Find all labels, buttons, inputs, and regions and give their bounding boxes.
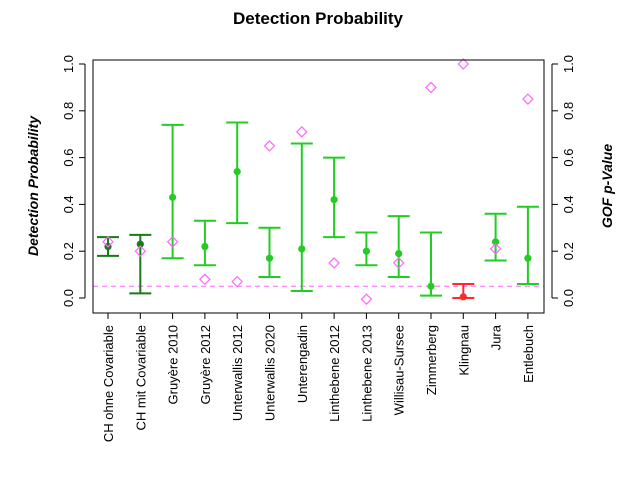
x-category-label: Unterwallis 2020 [263,325,278,421]
right-tick-label: 0.4 [561,195,576,213]
x-category-label: Linthebene 2013 [359,325,374,422]
estimate-point [169,193,177,201]
right-tick-label: 0.0 [561,289,576,307]
right-y-axis: 0.0 0.2 0.4 0.6 0.8 1.0 [551,55,576,307]
error-bar [452,282,475,301]
estimate-point [395,249,403,258]
estimate-point [362,247,370,255]
gof-point-layer [102,58,534,306]
x-category-label: Jura [489,324,504,350]
x-category-label: Linthebene 2012 [327,325,342,422]
gof-diamond [457,58,470,70]
right-tick-label: 0.8 [561,102,576,120]
estimate-point [136,240,144,248]
x-category-label: Unterengadin [295,325,310,403]
y-axis-label: Detection Probability [25,115,41,256]
gof-diamond [199,273,211,286]
x-category-label: Zimmerberg [424,325,439,395]
error-bar [129,233,152,295]
estimate-point [201,242,209,251]
error-bar [161,123,184,260]
estimate-point [459,293,467,301]
gof-diamond [231,275,244,288]
chart-title: Detection Probability [233,9,404,28]
x-category-label: Gruyère 2010 [166,325,181,405]
gof-diamond [522,93,534,105]
gof-diamond [102,235,114,248]
right-tick-label: 0.6 [561,149,576,167]
left-tick-label: 1.0 [61,55,76,73]
estimate-point [298,245,306,253]
gof-diamond [263,140,276,152]
x-axis: CH ohne Covariable CH mit Covariable Gruyè… [101,313,536,442]
error-bar [355,231,378,267]
x-category-label: Unterwallis 2012 [230,325,245,421]
right-tick-label: 1.0 [561,55,576,73]
x-category-label: Klingnau [456,325,471,376]
gof-diamond [360,293,373,306]
confidence-interval-layer [97,121,539,301]
x-category-label: Willisau-Sursee [392,325,407,415]
error-bar [516,205,539,285]
gof-diamond [392,257,405,269]
error-bar [387,215,410,278]
plot-area-frame [92,59,545,314]
error-bar [323,156,346,239]
left-tick-label: 0.6 [61,149,76,167]
estimate-point [492,238,500,246]
error-bar [484,212,507,262]
x-category-label: CH mit Covariable [133,325,148,430]
gof-diamond [134,245,147,258]
error-bar [193,219,216,267]
estimate-point [427,282,435,290]
x-category-label: Entlebuch [521,325,536,383]
gof-diamond [328,257,340,269]
error-bar [420,231,442,297]
estimate-point [330,196,338,204]
left-y-axis: 0.0 0.2 0.4 0.6 0.8 1.0 [61,55,86,307]
gof-diamond [295,126,308,138]
x-category-label: Gruyère 2012 [198,325,213,405]
left-tick-label: 0.4 [61,195,76,213]
left-tick-label: 0.2 [61,242,76,260]
gof-diamond [425,81,437,94]
error-bar [258,226,281,278]
left-tick-label: 0.0 [61,289,76,307]
estimate-point [524,254,532,262]
gof-diamond [166,235,179,248]
estimate-point [233,168,241,176]
left-tick-label: 0.8 [61,102,76,120]
error-bar [290,142,313,292]
estimate-point [265,254,274,262]
y2-axis-label: GOF p-Value [599,144,615,228]
right-tick-label: 0.2 [561,242,576,260]
x-category-label: CH ohne Covariable [101,325,116,442]
error-bar [226,121,249,225]
gof-diamond [489,243,502,255]
